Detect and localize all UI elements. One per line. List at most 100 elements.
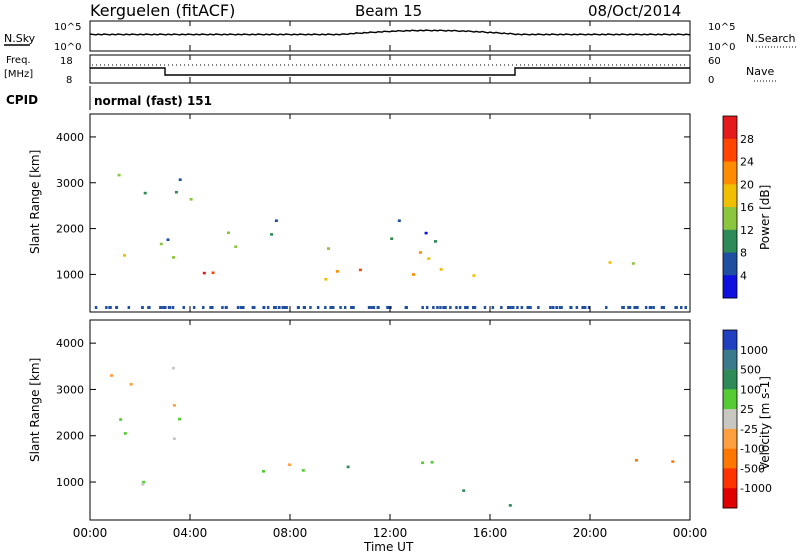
- x-tick-label: 12:00: [373, 526, 408, 540]
- heatmap-cell: [167, 306, 171, 309]
- heatmap-cell: [303, 306, 306, 309]
- heatmap-cell: [367, 306, 371, 309]
- heatmap-cell: [227, 231, 230, 235]
- heatmap-cell: [159, 242, 163, 246]
- heatmap-cell: [335, 270, 339, 273]
- colorbar-block: [723, 369, 737, 390]
- heatmap-cell: [105, 306, 108, 309]
- heatmap-cell: [117, 173, 121, 177]
- y-tick-label: 3000: [56, 383, 84, 396]
- heatmap-cell: [142, 480, 146, 484]
- heatmap-cell: [281, 306, 284, 309]
- heatmap-cell: [558, 306, 562, 309]
- heatmap-cell: [327, 247, 330, 250]
- heatmap-cell: [209, 306, 212, 309]
- colorbar-block: [723, 184, 737, 208]
- heatmap-cell: [516, 306, 519, 309]
- freq-label-2: [MHz]: [4, 69, 33, 80]
- heatmap-cell: [178, 417, 181, 421]
- heatmap-cell: [332, 306, 335, 309]
- heatmap-cell: [512, 306, 515, 309]
- heatmap-cell: [316, 306, 320, 309]
- heatmap-cell: [270, 233, 274, 236]
- heatmap-cell: [141, 483, 145, 486]
- heatmap-cell: [127, 306, 131, 309]
- colorbar-tick-label: -500: [740, 462, 765, 475]
- nsearch-bottom-tick: 10^0: [708, 42, 735, 53]
- heatmap-cell: [421, 461, 425, 465]
- heatmap-cell: [455, 306, 458, 309]
- heatmap-cell: [346, 465, 350, 469]
- y-tick-label: 4000: [56, 337, 84, 350]
- heatmap-cell: [202, 271, 206, 275]
- heatmap-cell: [421, 306, 424, 309]
- velocity-colorbar-label: Velocity [m s-1]: [758, 376, 772, 470]
- beam-title: Beam 15: [355, 2, 422, 20]
- power-colorbar-label: Power [dB]: [758, 185, 772, 250]
- power-panel: 4000 3000 2000 1000: [56, 113, 691, 313]
- heatmap-cell: [241, 306, 244, 309]
- nave-top-tick: 60: [708, 56, 721, 67]
- power-ylabel: Slant Range [km]: [28, 150, 42, 254]
- x-tick-label: 08:00: [273, 526, 308, 540]
- heatmap-cell: [123, 254, 126, 257]
- heatmap-cell: [444, 306, 447, 309]
- colorbar-block: [723, 229, 737, 253]
- heatmap-cell: [129, 383, 133, 386]
- y-tick-label: 2000: [56, 430, 84, 443]
- freq-series: [90, 67, 690, 76]
- heatmap-cell: [635, 306, 638, 309]
- colorbar-block: [723, 330, 737, 351]
- heatmap-cell: [605, 306, 608, 309]
- heatmap-cell: [192, 306, 196, 309]
- heatmap-cell: [376, 306, 380, 309]
- velocity-heatmap: [110, 366, 675, 507]
- heatmap-cell: [527, 306, 531, 309]
- heatmap-cell: [262, 470, 265, 473]
- heatmap-cell: [274, 306, 277, 309]
- heatmap-cell: [172, 437, 176, 440]
- heatmap-cell: [372, 306, 376, 309]
- heatmap-cell: [160, 306, 163, 309]
- heatmap-cell: [277, 306, 281, 309]
- heatmap-cell: [684, 306, 687, 309]
- heatmap-cell: [583, 306, 587, 309]
- heatmap-cell: [283, 306, 287, 309]
- x-axis: 00:00 04:00 08:00 12:00 16:00 20:00 00:00: [73, 21, 707, 540]
- heatmap-cell: [472, 306, 475, 309]
- heatmap-cell: [343, 306, 347, 309]
- heatmap-cell: [508, 306, 511, 309]
- x-axis-label: Time UT: [363, 540, 414, 554]
- heatmap-cell: [262, 306, 266, 309]
- heatmap-cell: [634, 459, 638, 462]
- heatmap-cell: [211, 306, 214, 309]
- station-title: Kerguelen (fitACF): [90, 1, 235, 20]
- colorbar-tick-label: 12: [740, 224, 754, 237]
- nsearch-label: N.Search: [746, 32, 796, 45]
- heatmap-cell: [549, 306, 552, 309]
- heatmap-cell: [427, 257, 431, 260]
- freq-label-1: Freq.: [6, 55, 31, 66]
- heatmap-cell: [675, 306, 678, 309]
- velocity-ylabel: Slant Range [km]: [28, 358, 42, 462]
- heatmap-cell: [109, 306, 112, 309]
- nsearch-top-tick: 10^5: [708, 22, 735, 33]
- colorbar-block: [723, 349, 737, 370]
- heatmap-cell: [660, 306, 664, 309]
- heatmap-cell: [412, 273, 415, 276]
- heatmap-cell: [182, 306, 185, 309]
- x-tick-label: 00:00: [73, 526, 108, 540]
- colorbar-tick-label: 1000: [740, 344, 768, 357]
- heatmap-cell: [386, 306, 390, 309]
- heatmap-cell: [324, 306, 327, 309]
- colorbar-tick-label: 8: [740, 247, 747, 260]
- heatmap-cell: [644, 306, 648, 309]
- nave-label: Nave: [746, 65, 774, 78]
- heatmap-cell: [648, 306, 652, 309]
- x-tick-label: 20:00: [573, 526, 608, 540]
- colorbar-block: [723, 409, 737, 430]
- heatmap-cell: [608, 261, 612, 264]
- heatmap-cell: [123, 432, 127, 435]
- heatmap-cell: [662, 306, 665, 309]
